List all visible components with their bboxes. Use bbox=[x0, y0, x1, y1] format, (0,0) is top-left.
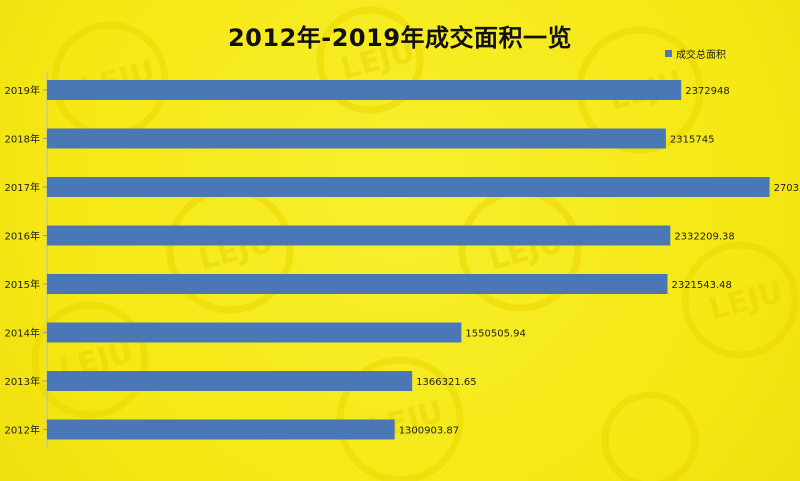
value-label: 2315745 bbox=[670, 135, 715, 146]
category-label: 2012年 bbox=[5, 424, 40, 437]
chart-title: 2012年-2019年成交面积一览 bbox=[227, 24, 573, 52]
bar bbox=[47, 274, 668, 294]
value-label: 2372948 bbox=[685, 86, 730, 97]
category-label: 2015年 bbox=[5, 278, 40, 291]
bar bbox=[47, 80, 682, 100]
value-label: 1550505.94 bbox=[465, 329, 525, 340]
bar bbox=[47, 371, 413, 391]
legend-label: 成交总面积 bbox=[676, 50, 726, 61]
category-label: 2016年 bbox=[5, 230, 40, 243]
value-label: 1300903.87 bbox=[399, 426, 459, 437]
bar bbox=[47, 177, 770, 197]
category-label: 2019年 bbox=[5, 84, 40, 97]
bar bbox=[47, 322, 462, 343]
category-label: 2018年 bbox=[5, 133, 40, 146]
value-label: 1366321.65 bbox=[416, 377, 476, 388]
value-label: 2321543.48 bbox=[671, 280, 731, 291]
bar bbox=[47, 225, 671, 246]
bar bbox=[47, 128, 666, 149]
category-label: 2014年 bbox=[5, 327, 40, 340]
legend-swatch bbox=[665, 50, 672, 57]
value-label: 2332209.38 bbox=[674, 232, 734, 243]
value-label: 2703587 bbox=[774, 183, 800, 194]
chart-legend: 成交总面积 bbox=[665, 46, 726, 61]
bar bbox=[47, 419, 395, 440]
category-label: 2013年 bbox=[5, 375, 40, 388]
category-label: 2017年 bbox=[5, 181, 40, 194]
